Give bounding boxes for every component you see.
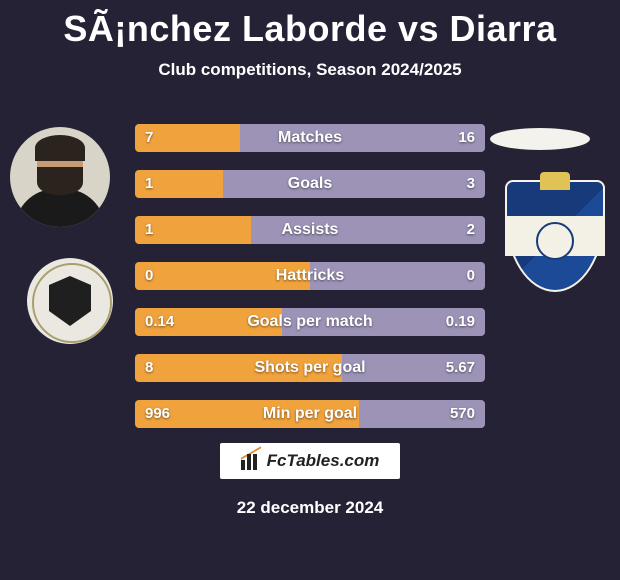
stat-label: Matches [135, 124, 485, 152]
stat-row: 85.67Shots per goal [135, 354, 485, 382]
player-left-photo [10, 127, 110, 227]
stat-row: 996570Min per goal [135, 400, 485, 428]
chart-icon [241, 452, 261, 470]
club-badge-right [500, 178, 610, 292]
stat-label: Goals per match [135, 308, 485, 336]
stat-row: 0.140.19Goals per match [135, 308, 485, 336]
brand-logo: FcTables.com [220, 443, 400, 479]
stat-label: Hattricks [135, 262, 485, 290]
player-hair [35, 135, 85, 161]
shield-crown-icon [540, 172, 570, 190]
stat-label: Shots per goal [135, 354, 485, 382]
stat-row: 13Goals [135, 170, 485, 198]
shield-ball-icon [536, 222, 574, 260]
stat-row: 716Matches [135, 124, 485, 152]
subtitle: Club competitions, Season 2024/2025 [0, 60, 620, 80]
stat-label: Min per goal [135, 400, 485, 428]
stat-label: Assists [135, 216, 485, 244]
club-badge-left [27, 258, 113, 344]
stat-row: 12Assists [135, 216, 485, 244]
stats-container: 716Matches 13Goals 12Assists 00Hattricks 0.1… [135, 124, 485, 446]
brand-text: FcTables.com [267, 451, 380, 471]
player-beard [37, 167, 83, 195]
player-right-placeholder [490, 128, 590, 150]
date-text: 22 december 2024 [0, 498, 620, 518]
stat-label: Goals [135, 170, 485, 198]
page-title: SÃ¡nchez Laborde vs Diarra [0, 0, 620, 50]
stat-row: 00Hattricks [135, 262, 485, 290]
